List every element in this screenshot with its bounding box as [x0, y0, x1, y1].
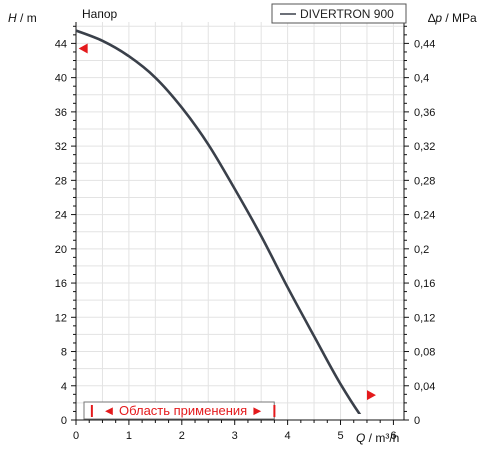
y-right-tick-label: 0,04 — [414, 381, 435, 393]
y-left-tick-label: 44 — [55, 38, 67, 50]
x-sep: / — [365, 431, 375, 445]
y-right-var-delta: ∆ — [428, 11, 436, 25]
y-left-tick-label: 28 — [55, 175, 67, 187]
y-left-tick-label: 0 — [61, 415, 67, 427]
legend: DIVERTRON 900 — [271, 3, 407, 24]
y-right-sep: / — [442, 11, 452, 25]
y-right-unit: MPa — [452, 11, 477, 25]
legend-box — [271, 3, 407, 24]
ticks-layer: 04812162024283236404400,040,080,120,160,… — [55, 25, 435, 442]
x-var: Q — [356, 431, 365, 445]
y-left-tick-label: 24 — [55, 210, 67, 222]
y-right-tick-label: 0,28 — [414, 175, 435, 187]
y-left-var: H — [8, 11, 17, 25]
y-left-tick-label: 8 — [61, 347, 67, 359]
chart-title: Напор — [82, 7, 118, 21]
x-tick-label: 0 — [73, 430, 79, 442]
range-marker-right — [366, 390, 376, 401]
y-right-tick-label: 0,32 — [414, 141, 435, 153]
y-right-var: p — [434, 11, 442, 25]
x-tick-label: 3 — [232, 430, 238, 442]
x-unit: m³/h — [375, 431, 399, 445]
y-right-tick-label: 0 — [414, 415, 420, 427]
series-layer — [76, 29, 362, 414]
y-left-tick-label: 40 — [55, 73, 67, 85]
y-right-tick-label: 0,44 — [414, 38, 435, 50]
grid-layer — [75, 22, 404, 421]
y-left-sep: / — [17, 11, 27, 25]
y-left-tick-label: 12 — [55, 312, 67, 324]
y-left-tick-label: 16 — [55, 278, 67, 290]
y-right-tick-label: 0,2 — [414, 244, 429, 256]
x-axis-label: Q / m³/h — [356, 431, 399, 445]
y-right-tick-label: 0,08 — [414, 347, 435, 359]
x-tick-label: 1 — [126, 430, 132, 442]
y-left-tick-label: 36 — [55, 107, 67, 119]
y-right-tick-label: 0,36 — [414, 107, 435, 119]
application-range-label: ◄ Область применения ► — [103, 403, 264, 418]
axes-layer — [75, 22, 405, 421]
series-line-divertron-900 — [76, 29, 362, 414]
y-left-tick-label: 20 — [55, 244, 67, 256]
y-right-axis-label: ∆p / MPa — [428, 11, 477, 25]
y-right-tick-label: 0,12 — [414, 312, 435, 324]
legend-label: DIVERTRON 900 — [300, 7, 394, 21]
range-marker-left — [78, 43, 88, 54]
y-right-tick-label: 0,24 — [414, 210, 435, 222]
x-tick-label: 4 — [285, 430, 291, 442]
application-range: ◄ Область применения ► — [83, 401, 276, 420]
y-right-tick-label: 0,4 — [414, 73, 429, 85]
y-left-tick-label: 32 — [55, 141, 67, 153]
marker-layer — [78, 43, 376, 401]
x-tick-label: 5 — [337, 430, 343, 442]
y-left-unit: m — [27, 11, 37, 25]
x-tick-label: 2 — [179, 430, 185, 442]
x-tick-label: 6 — [390, 430, 396, 442]
y-left-axis-label: H / m — [8, 11, 37, 25]
y-left-tick-label: 4 — [61, 381, 67, 393]
y-right-tick-label: 0,16 — [414, 278, 435, 290]
